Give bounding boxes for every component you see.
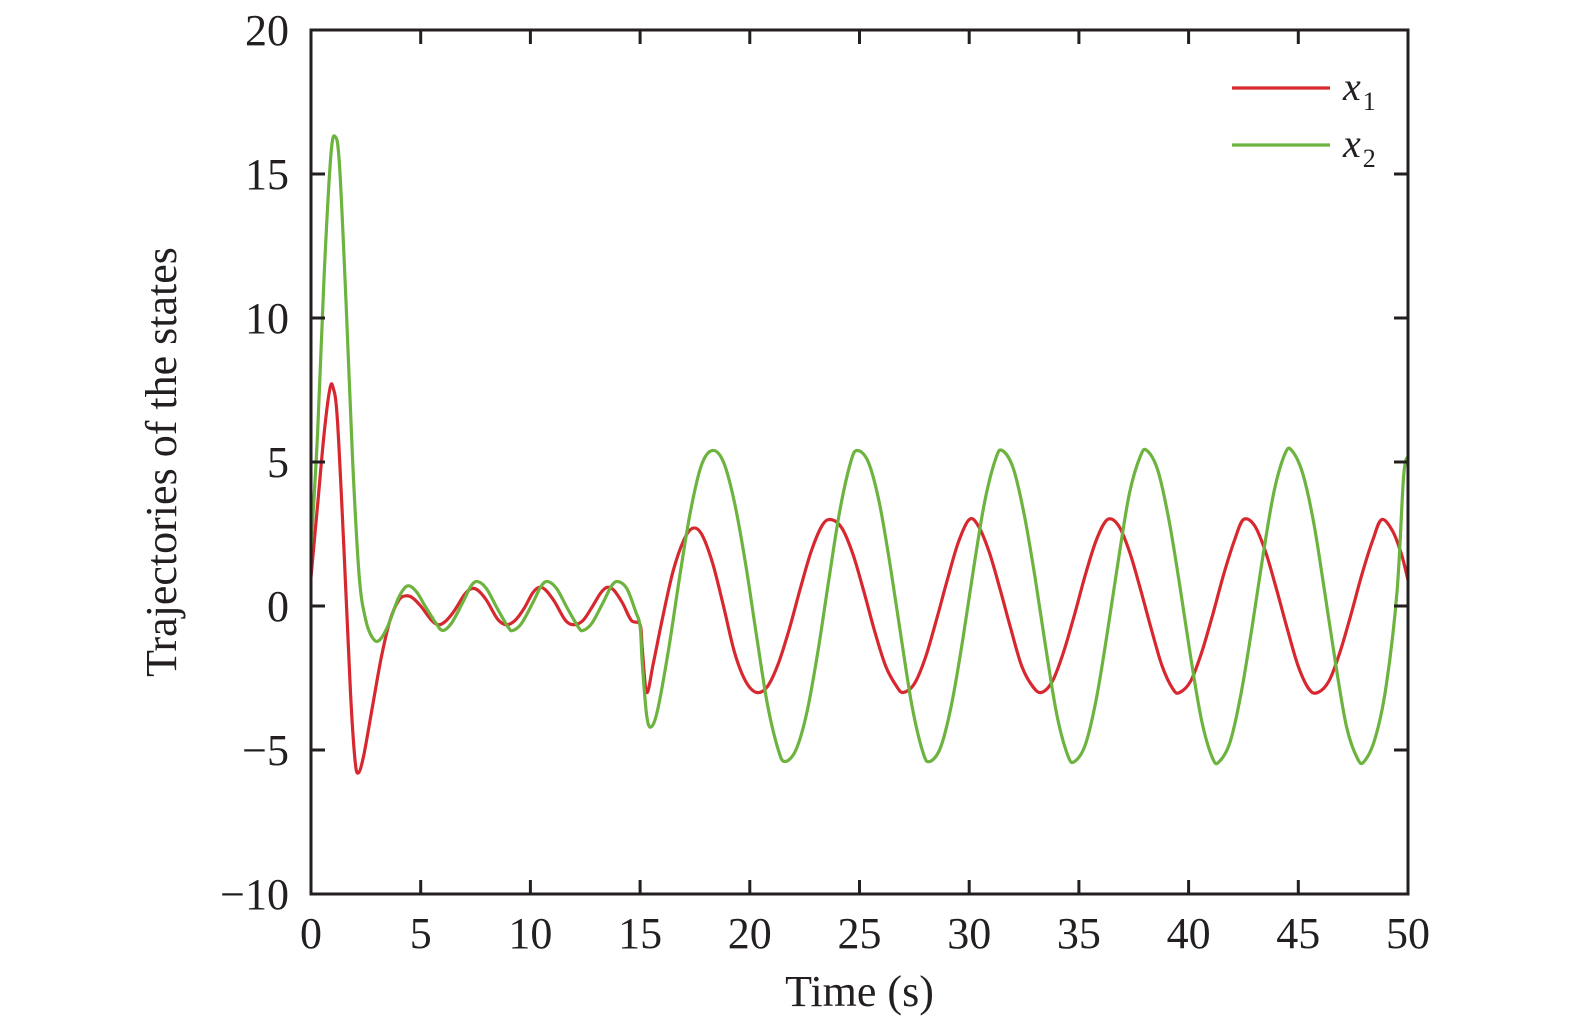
y-tick-label: 0 — [267, 582, 289, 631]
x-tick-label: 25 — [838, 909, 882, 958]
x-axis-ticks: 0 5 10 15 20 25 30 35 40 45 50 — [300, 30, 1430, 958]
y-tick-label: 15 — [245, 150, 289, 199]
x-tick-label: 30 — [947, 909, 991, 958]
y-tick-label: 10 — [245, 294, 289, 343]
y-tick-label: 20 — [245, 6, 289, 55]
series-layer — [309, 134, 1410, 775]
y-axis-ticks: −10 −5 0 5 10 15 20 — [220, 6, 1408, 919]
x-tick-label: 5 — [410, 909, 432, 958]
x-tick-label: 50 — [1386, 909, 1430, 958]
y-tick-label: −10 — [220, 870, 289, 919]
x-tick-label: 40 — [1167, 909, 1211, 958]
x-tick-label: 10 — [508, 909, 552, 958]
legend-label-x2: x2 — [1342, 121, 1376, 173]
plot-frame — [309, 28, 1410, 896]
x-tick-label: 0 — [300, 909, 322, 958]
y-tick-label: −5 — [242, 726, 289, 775]
y-axis-title: Trajectories of the states — [137, 247, 186, 677]
x-tick-label: 35 — [1057, 909, 1101, 958]
x-tick-label: 15 — [618, 909, 662, 958]
x-axis-title: Time (s) — [785, 967, 934, 1016]
series-line-x2 — [309, 134, 1410, 766]
y-tick-label: 5 — [267, 438, 289, 487]
series-line-x1 — [309, 382, 1410, 775]
x-tick-label: 20 — [728, 909, 772, 958]
legend-label-x1: x1 — [1342, 64, 1376, 116]
x-tick-label: 45 — [1276, 909, 1320, 958]
